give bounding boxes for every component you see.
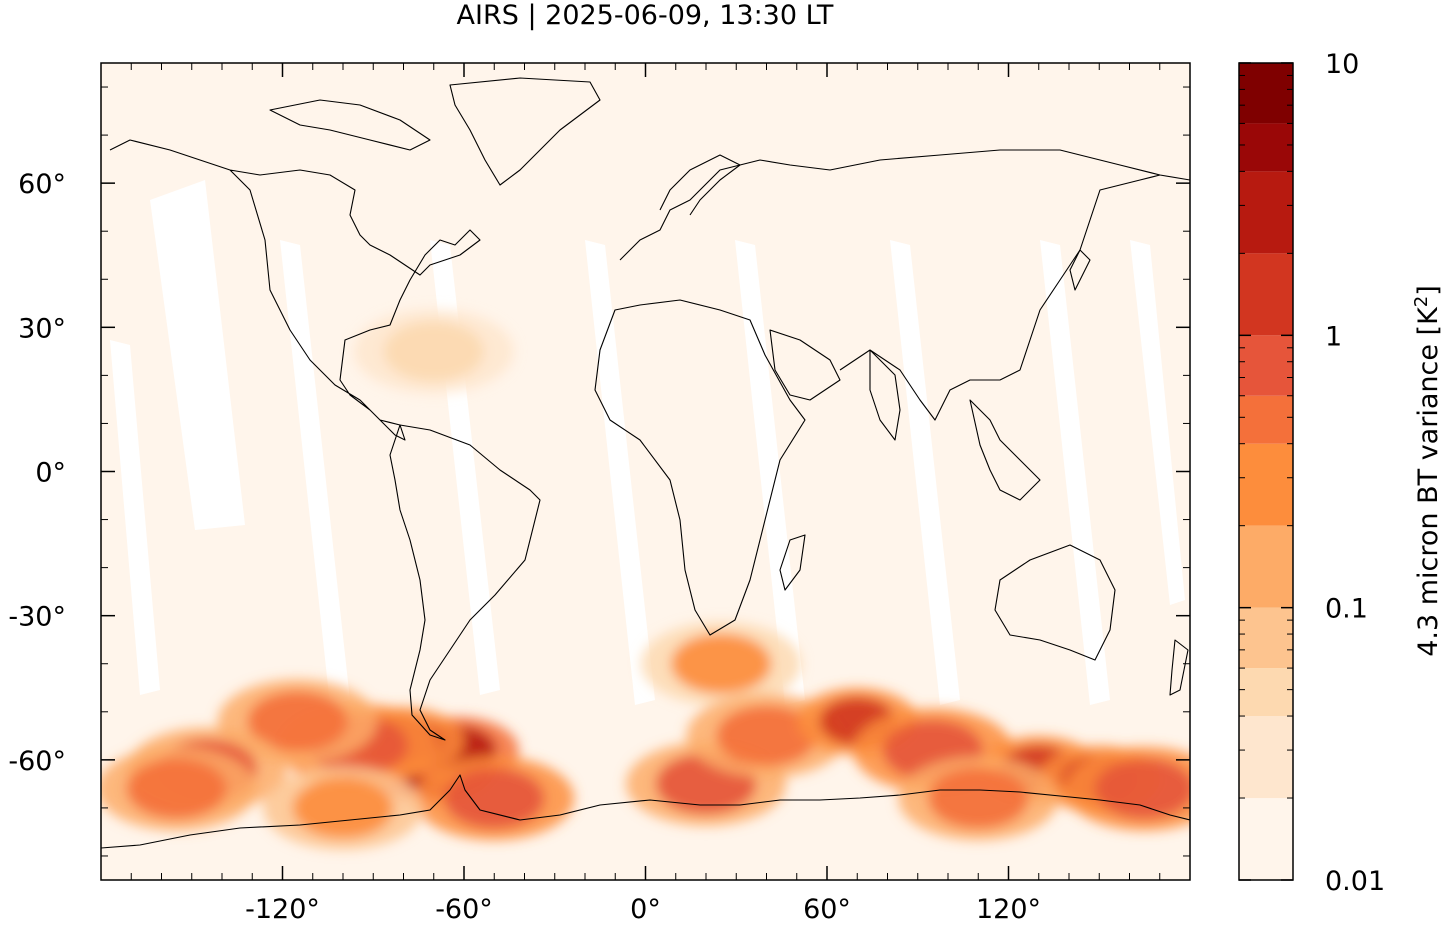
variance-region [247, 691, 348, 752]
colorbar-segment [1239, 335, 1293, 396]
colorbar-segment [1239, 443, 1293, 526]
y-tick-label: 60° [18, 169, 66, 200]
chart-title: AIRS | 2025-06-09, 13:30 LT [457, 0, 834, 31]
orbit-gap [150, 180, 245, 530]
coastline-europe [619, 149, 1190, 261]
variance-region [293, 777, 393, 838]
coastline-scandinavia [659, 154, 741, 216]
colorbar-frame [1238, 62, 1294, 881]
variance-region [444, 768, 545, 829]
y-tick-label: -30° [8, 602, 66, 633]
coastline-india [869, 349, 901, 441]
orbit-gap [1130, 240, 1185, 605]
y-axis-labels: 60° 30° 0° -30° -60° [8, 169, 66, 777]
map-area [101, 63, 1190, 880]
orbit-gaps [110, 180, 1185, 705]
orbit-gap [585, 240, 655, 705]
coastline-new-zealand [1169, 639, 1189, 696]
colorbar-segment [1239, 253, 1293, 336]
orbit-gap [110, 340, 160, 695]
y-tick-label: -60° [8, 746, 66, 777]
y-tick-label: 30° [18, 313, 66, 344]
colorbar-tick-label: 0.01 [1325, 866, 1385, 897]
x-tick-label: -60° [435, 894, 493, 925]
orbit-gap [735, 240, 805, 705]
coastline-arctic-islands [269, 99, 431, 151]
orbit-gap [280, 240, 350, 705]
variance-region [126, 758, 227, 819]
variance-layer [101, 309, 1190, 850]
orbit-gap [890, 240, 960, 705]
x-tick-label: -120° [245, 894, 320, 925]
x-axis-labels: -120° -60° 0° 60° 120° [245, 894, 1041, 925]
x-tick-label: 0° [630, 894, 661, 925]
coastline-southeast-asia [969, 399, 1041, 501]
colorbar-segment [1239, 525, 1293, 608]
coastline-asia [839, 174, 1161, 421]
colorbar-segment [1239, 607, 1293, 669]
colorbar-segment [1239, 123, 1293, 172]
variance-region [1094, 758, 1190, 819]
coastline-south-america [389, 424, 541, 741]
colorbar-tick-label: 0.1 [1325, 594, 1368, 625]
variance-region [716, 705, 817, 766]
colorbar-tick-label: 1 [1325, 321, 1342, 352]
coastline-north-america [109, 139, 481, 441]
colorbar-segment [1239, 798, 1293, 880]
coastline-antarctica [101, 774, 1190, 849]
colorbar-segment [1239, 171, 1293, 254]
y-tick-label: 0° [35, 458, 66, 489]
x-axis-ticks [130, 63, 1161, 880]
colorbar-ticks [1239, 62, 1293, 881]
coastline-africa [594, 299, 806, 636]
colorbar-segment [1239, 395, 1293, 444]
x-tick-label: 120° [976, 894, 1041, 925]
colorbar-segment [1239, 63, 1293, 124]
colorbar-segment [1239, 716, 1293, 799]
colorbar-segment [1239, 668, 1293, 717]
x-tick-label: 60° [803, 894, 851, 925]
colorbar [1239, 63, 1293, 880]
coastline-greenland [449, 77, 601, 186]
colorbar-tick-labels: 0.01 0.1 1 10 [1325, 49, 1385, 897]
coastline-japan [1069, 249, 1091, 291]
coastline-madagascar [779, 534, 806, 591]
coastlines [101, 77, 1190, 849]
coastline-arabia [769, 329, 841, 401]
y-axis-ticks [101, 86, 1190, 857]
variance-region [383, 321, 484, 382]
variance-region [671, 633, 772, 694]
coastline-australia [994, 544, 1116, 661]
colorbar-tick-label: 10 [1325, 49, 1359, 80]
colorbar-label: 4.3 micron BT variance [K2] [1411, 285, 1442, 657]
variance-region [928, 768, 1029, 829]
orbit-gap [1040, 240, 1110, 705]
